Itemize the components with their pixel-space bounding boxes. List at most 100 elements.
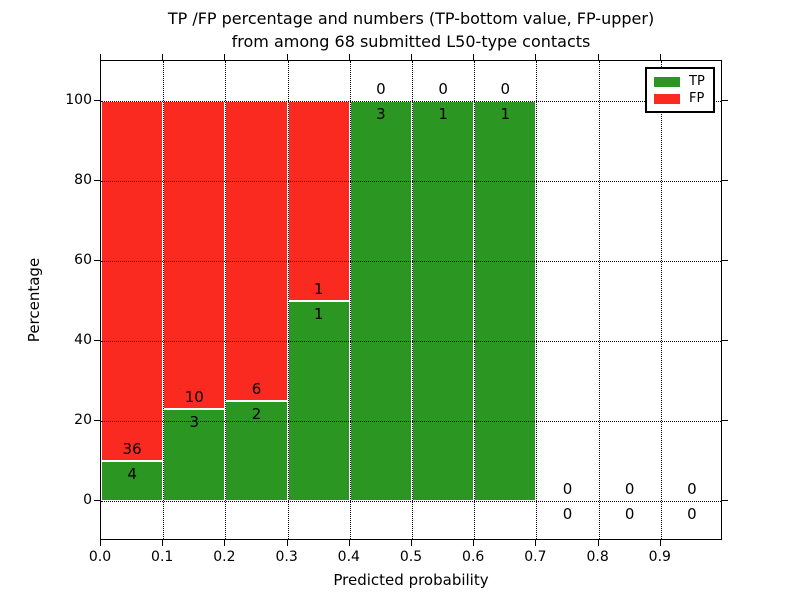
- legend: TP FP: [645, 67, 715, 113]
- tp-count-label: 3: [189, 412, 200, 431]
- bar-tp-segment: [412, 101, 475, 501]
- x-tick-label: 0.8: [586, 549, 609, 565]
- fp-count-label: 36: [122, 440, 142, 458]
- y-tick-label: 40: [74, 332, 92, 348]
- y-gridline: [101, 101, 721, 102]
- bar-tp-segment: [349, 101, 412, 501]
- y-tick-label: 60: [74, 252, 92, 268]
- bar-tp-segment: [474, 101, 537, 501]
- x-gridline: [163, 61, 165, 539]
- x-tick-mark-top: [535, 54, 537, 60]
- x-tick-mark: [535, 540, 537, 546]
- x-tick-label: 0.6: [462, 549, 485, 565]
- x-tick-mark: [162, 540, 164, 546]
- y-gridline: [101, 421, 721, 422]
- x-gridline: [536, 61, 538, 539]
- bar-tp-segment: [163, 408, 226, 501]
- tp-count-label: 2: [251, 405, 262, 423]
- x-tick-label: 0.3: [275, 549, 298, 565]
- y-gridline: [101, 181, 721, 182]
- bar-tp-segment: [101, 461, 164, 501]
- y-tick-mark: [94, 340, 100, 341]
- x-tick-mark-top: [597, 54, 599, 60]
- y-tick-mark: [94, 420, 100, 421]
- tp-count-label: 4: [127, 465, 137, 483]
- plot-area: 36 4 10 3 6 2 1 1 0 3 0 1 0 1 0 0 0 0 0 0: [100, 60, 722, 540]
- y-tick-label: 100: [65, 92, 92, 108]
- bar-tp-segment: [287, 301, 350, 501]
- x-tick-mark: [411, 540, 412, 546]
- y-gridline: [101, 341, 721, 342]
- legend-label-fp: FP: [689, 90, 705, 106]
- x-gridline: [225, 61, 227, 539]
- x-gridline: [287, 61, 289, 539]
- x-tick-mark-top: [473, 54, 475, 60]
- chart-title-line2: from among 68 submitted L50-type contact…: [231, 32, 591, 51]
- x-tick-label: 0.1: [151, 549, 174, 565]
- y-axis-label: Percentage: [25, 257, 43, 343]
- x-tick-label: 0.7: [524, 549, 547, 565]
- x-tick-mark-top: [100, 54, 101, 60]
- x-gridline: [660, 61, 662, 539]
- fp-count-label: 10: [184, 387, 204, 406]
- fp-count-label: 0: [376, 80, 386, 98]
- y-tick-mark: [94, 100, 100, 101]
- x-tick-label: 0.9: [648, 549, 671, 565]
- tp-count-label: 1: [438, 105, 448, 123]
- y-tick-mark-right: [722, 420, 728, 421]
- y-tick-label: 0: [83, 492, 92, 508]
- fp-count-label: 0: [562, 480, 573, 498]
- y-tick-mark-right: [722, 340, 728, 341]
- bar-fp-segment: [225, 101, 288, 401]
- x-tick-mark: [348, 540, 350, 546]
- x-tick-mark-top: [411, 54, 412, 60]
- tp-count-label: 1: [500, 105, 511, 123]
- x-tick-mark: [224, 540, 226, 546]
- legend-label-tp: TP: [689, 73, 705, 89]
- bar-fp-segment: [287, 101, 350, 301]
- y-tick-mark-right: [722, 260, 728, 261]
- x-tick-mark-top: [348, 54, 350, 60]
- y-tick-mark-right: [722, 500, 728, 501]
- x-gridline: [474, 61, 476, 539]
- legend-swatch-fp: [654, 93, 680, 104]
- tp-count-label: 0: [624, 505, 635, 523]
- tp-count-label: 0: [687, 505, 697, 523]
- fp-count-label: 0: [438, 80, 448, 98]
- fp-count-label: 6: [251, 380, 262, 398]
- tp-count-label: 3: [376, 105, 386, 123]
- x-axis-label: Predicted probability: [333, 571, 489, 589]
- x-tick-mark: [597, 540, 599, 546]
- x-tick-label: 0.0: [88, 549, 112, 565]
- x-tick-mark-top: [162, 54, 164, 60]
- y-gridline: [101, 501, 721, 502]
- chart-title: TP /FP percentage and numbers (TP-bottom…: [100, 7, 722, 53]
- fp-count-label: 1: [313, 280, 324, 298]
- fp-count-label: 0: [500, 80, 511, 98]
- bar-fp-segment: [163, 101, 226, 409]
- x-tick-mark-top: [659, 54, 661, 60]
- x-gridline: [598, 61, 600, 539]
- bar-fp-segment: [101, 101, 164, 461]
- x-gridline: [412, 61, 413, 539]
- x-tick-label: 0.2: [213, 549, 236, 565]
- legend-swatch-tp: [654, 76, 680, 87]
- y-tick-mark: [94, 500, 100, 501]
- tp-count-label: 1: [313, 305, 324, 323]
- chart-title-line1: TP /FP percentage and numbers (TP-bottom…: [167, 9, 655, 28]
- x-tick-mark: [473, 540, 475, 546]
- legend-item-fp: FP: [654, 90, 706, 106]
- x-tick-label: 0.4: [337, 549, 360, 565]
- x-tick-mark: [659, 540, 661, 546]
- y-tick-mark: [94, 260, 100, 261]
- fp-count-label: 0: [687, 480, 697, 498]
- fp-count-label: 0: [624, 480, 635, 498]
- x-gridline: [349, 61, 351, 539]
- y-tick-label: 20: [74, 412, 92, 428]
- y-tick-mark-right: [722, 180, 728, 181]
- legend-item-tp: TP: [654, 73, 706, 89]
- x-tick-mark: [100, 540, 101, 546]
- x-tick-mark: [286, 540, 288, 546]
- y-tick-mark: [94, 180, 100, 181]
